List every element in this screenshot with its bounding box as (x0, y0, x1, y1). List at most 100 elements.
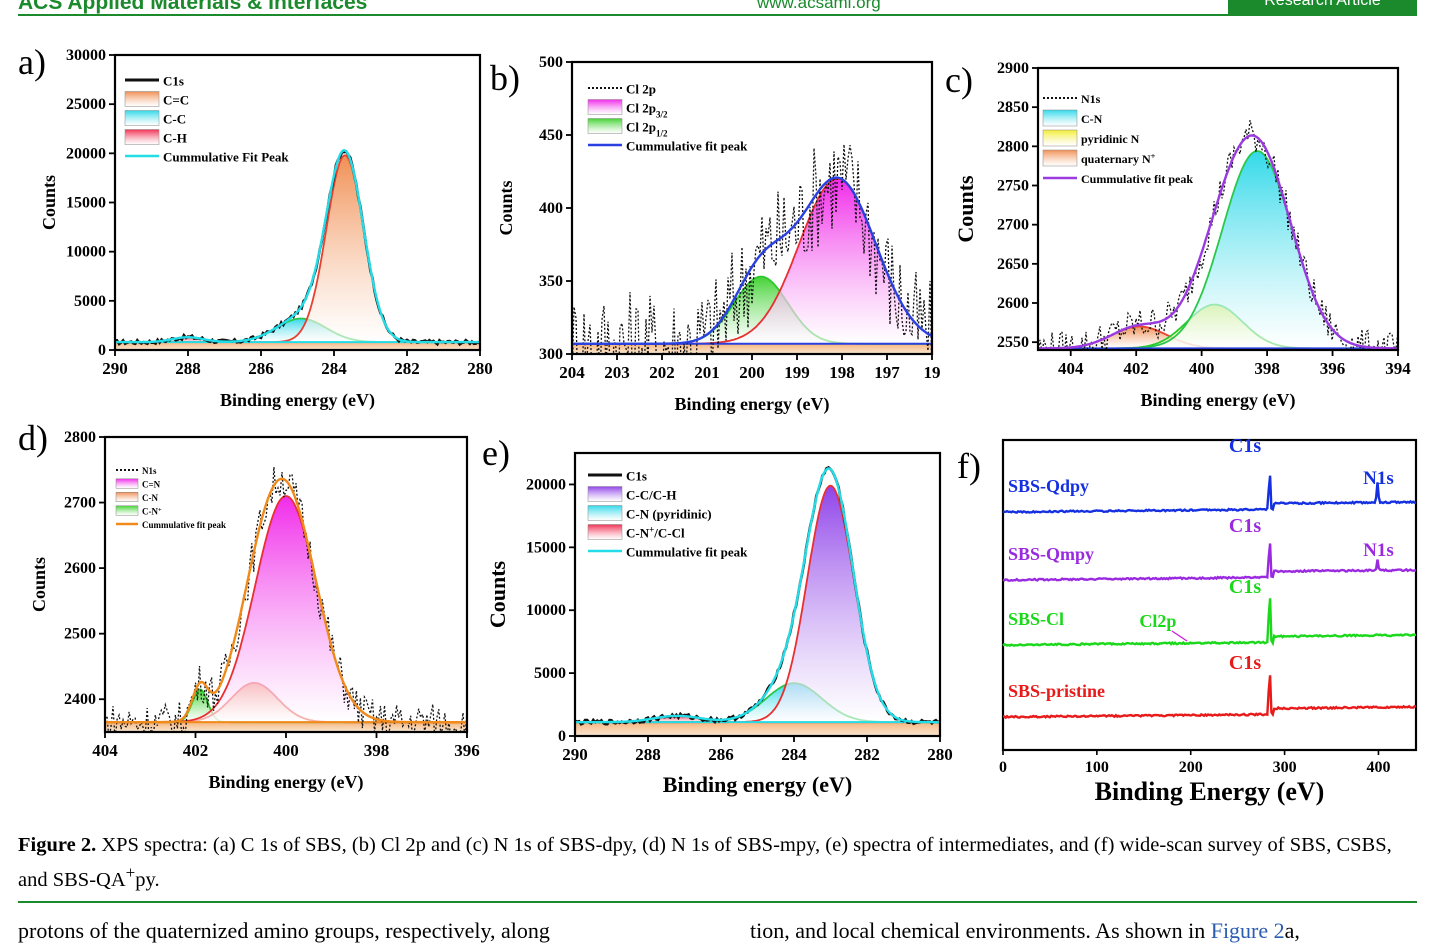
cl2p-arrow (1171, 630, 1188, 642)
x-tick-label: 100 (1085, 759, 1109, 776)
body-text-right-pre: tion, and local chemical environments. A… (750, 918, 1211, 943)
baseline-band (572, 343, 932, 354)
legend-entry: Cummulative fit peak (116, 520, 226, 530)
legend-label: C-N+/C-Cl (626, 524, 685, 540)
legend-label: C-H (163, 130, 187, 145)
x-axis-label: Binding energy (eV) (209, 772, 364, 793)
panel-letter: e) (482, 435, 510, 473)
y-tick-label: 2700 (64, 495, 96, 512)
x-tick-label: 288 (175, 359, 201, 378)
caption-tail: py. (135, 868, 160, 891)
body-text-right: tion, and local chemical environments. A… (750, 918, 1300, 944)
x-tick-label: 400 (273, 741, 299, 760)
legend-label: C-C (163, 111, 186, 126)
legend-label: C1s (163, 73, 184, 88)
y-tick-label: 2500 (64, 626, 96, 643)
cumulative-fit-line (1038, 134, 1398, 350)
baseline-band (105, 722, 467, 732)
x-tick-label: 198 (829, 363, 855, 382)
x-tick-label: 396 (1320, 359, 1346, 378)
peak-label-cl2p: Cl2p (1139, 611, 1176, 631)
x-tick-label: 204 (559, 363, 585, 382)
x-tick-label: 402 (1123, 359, 1149, 378)
plot-frame (1001, 438, 1418, 752)
legend-label: C-N (1081, 112, 1103, 126)
y-tick-label: 500 (539, 54, 563, 71)
legend-label: N1s (142, 466, 157, 476)
legend-entry: N1s (1043, 92, 1101, 106)
legend-entry: C-N+ (115, 505, 162, 517)
legend-swatch (1042, 109, 1078, 127)
y-tick-label: 15000 (66, 195, 106, 212)
peak-fill-0 (575, 485, 940, 723)
baseline-band (575, 722, 940, 736)
y-axis-label: Counts (39, 175, 59, 230)
x-tick-label: 286 (708, 745, 734, 764)
journal-url[interactable]: www.acsami.org (757, 0, 881, 12)
y-tick-label: 2550 (997, 334, 1029, 351)
x-tick-label: 282 (854, 745, 880, 764)
caption-sup: + (125, 863, 136, 882)
legend-entry: C-C/C-H (587, 486, 677, 502)
x-tick-label: 282 (394, 359, 420, 378)
figure-link[interactable]: Figure 2 (1210, 918, 1285, 943)
peak-label-n1s: N1s (1363, 468, 1394, 489)
y-tick-label: 2800 (997, 138, 1029, 155)
x-tick-label: 284 (321, 359, 347, 378)
y-axis-label: Counts (953, 175, 978, 243)
survey-line-sbs-pristine (1002, 675, 1417, 720)
legend-entry: C-N (pyridinic) (587, 505, 712, 521)
x-tick-label: 288 (635, 745, 661, 764)
legend-label: pyridinic N (1081, 132, 1140, 146)
y-tick-label: 5000 (74, 293, 106, 310)
x-tick-label: 19 (924, 363, 941, 382)
y-tick-label: 5000 (534, 665, 566, 682)
baseline-band (115, 342, 480, 350)
x-tick-label: 300 (1273, 759, 1297, 776)
legend-swatch (587, 524, 623, 540)
legend-label: C=N (142, 480, 161, 490)
legend-entry: C=C (124, 91, 189, 107)
peak-fill-1 (575, 683, 940, 723)
legend-entry: Cl 2p (588, 81, 656, 96)
plot-area (575, 465, 940, 736)
peak-fill-0 (572, 178, 932, 344)
y-tick-label: 10000 (526, 602, 566, 619)
legend-label: C=C (163, 92, 189, 107)
panel-letter: d) (18, 420, 48, 458)
legend-label: N1s (1081, 92, 1101, 106)
y-tick-label: 2600 (997, 295, 1029, 312)
y-tick-label: 450 (539, 127, 563, 144)
xps-panel-c: 404 402 400 398 396 394 2550 2600 2650 2700 2750 28… (945, 60, 1411, 411)
legend-entry: C-N (1042, 109, 1103, 127)
x-tick-label: 404 (1058, 359, 1084, 378)
xps-panel-a: 290 288 286 284 282 280 0 5000 10000 15000 20000 25… (18, 42, 493, 411)
y-tick-label: 15000 (526, 539, 566, 556)
x-tick-label: 201 (694, 363, 720, 382)
panel-letter: a) (18, 42, 46, 82)
body-text-right-post: a, (1284, 918, 1300, 943)
survey-line-sbs-qmpy (1002, 543, 1417, 582)
peak-fill-2 (105, 689, 467, 723)
article-type-badge: Research Article (1228, 0, 1417, 15)
x-tick-label: 404 (92, 741, 118, 760)
legend-entry: Cl 2p3/2 (587, 99, 668, 119)
figure-caption: Figure 2. XPS spectra: (a) C 1s of SBS, … (18, 831, 1417, 894)
y-tick-label: 0 (558, 728, 566, 745)
legend-swatch (124, 91, 160, 107)
legend-label: Cl 2p1/2 (626, 119, 668, 138)
plot-area (572, 144, 932, 354)
y-tick-label: 25000 (66, 96, 106, 113)
legend-label: Cl 2p3/2 (626, 100, 668, 119)
peak-fill-1 (572, 276, 932, 344)
peak-label-c1s: C1s (1229, 576, 1261, 598)
y-tick-label: 2800 (64, 429, 96, 446)
y-tick-label: 10000 (66, 244, 106, 261)
legend-swatch (587, 486, 623, 502)
legend-label: Cummulative fit peak (626, 544, 748, 559)
y-tick-label: 350 (539, 273, 563, 290)
legend-label: Cummulative Fit Peak (163, 149, 289, 164)
plot-area (105, 466, 467, 732)
cumulative-fit-line (575, 467, 940, 724)
series-label: SBS-Qdpy (1008, 476, 1089, 496)
